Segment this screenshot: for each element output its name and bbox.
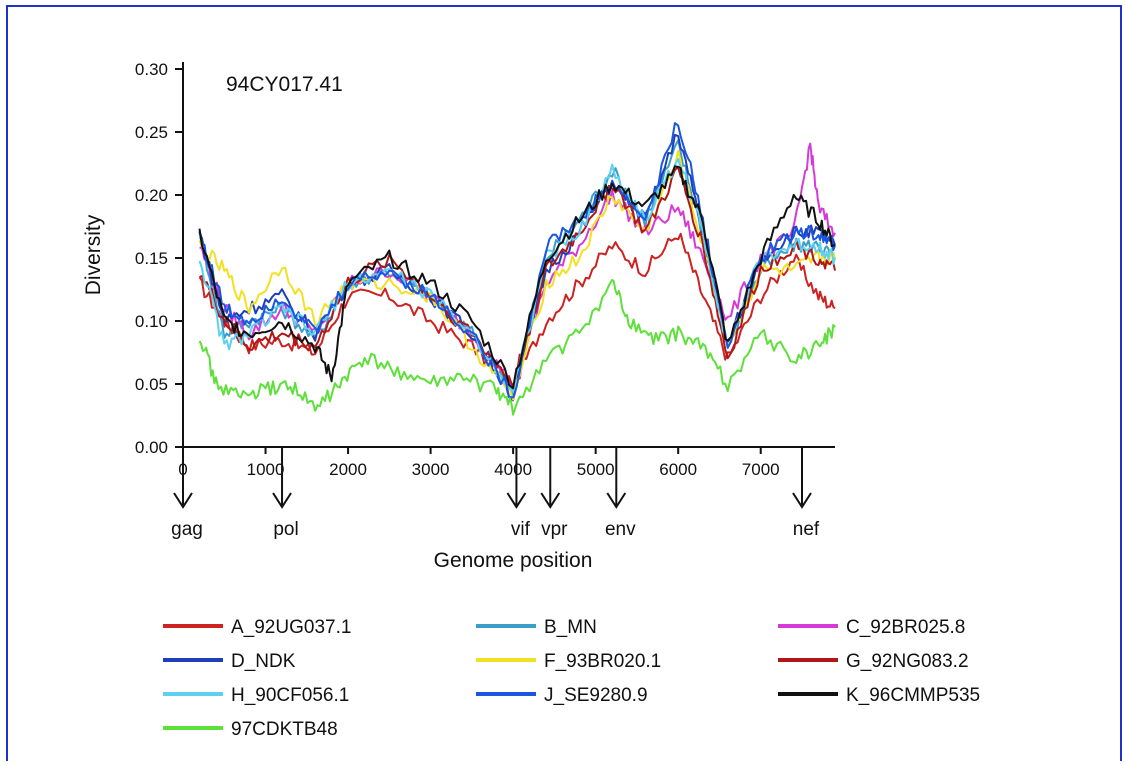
gene-arrow-icon <box>272 492 292 509</box>
gene-label: nef <box>793 519 820 540</box>
gene-label: vif <box>511 519 531 540</box>
legend-item: 97CDKTB48 <box>163 719 338 740</box>
series-line-k_96cmmp535 <box>198 165 835 390</box>
gene-marker-env: env <box>605 447 636 540</box>
series-line-h_90cf056.1 <box>198 158 836 393</box>
figure-frame: 0.000.050.100.150.200.250.30 01000200030… <box>6 5 1122 761</box>
legend-label: F_93BR020.1 <box>544 651 661 672</box>
legend-label: A_92UG037.1 <box>231 617 351 638</box>
diversity-line-chart: 0.000.050.100.150.200.250.30 01000200030… <box>82 60 980 740</box>
series-line-d_ndk <box>198 133 836 402</box>
series-line-j_se9280.9 <box>198 122 836 399</box>
sample-annotation: 94CY017.41 <box>226 73 343 96</box>
gene-arrow-icon <box>792 492 812 509</box>
y-tick-label: 0.20 <box>135 186 168 205</box>
series-line-c_92br025.8 <box>199 142 836 390</box>
gene-label: pol <box>273 519 298 540</box>
y-axis-title: Diversity <box>82 214 105 295</box>
y-tick-label: 0.00 <box>135 438 168 457</box>
series-line-f_93br020.1 <box>198 149 836 401</box>
x-tick-label: 2000 <box>329 460 367 479</box>
series-lines <box>198 122 836 416</box>
legend-label: K_96CMMP535 <box>846 685 980 706</box>
legend-label: 97CDKTB48 <box>231 719 338 740</box>
y-tick-label: 0.30 <box>135 60 168 79</box>
legend-item: A_92UG037.1 <box>163 617 351 638</box>
gene-marker-pol: pol <box>272 447 299 540</box>
legend-item: F_93BR020.1 <box>476 651 661 672</box>
legend-item: C_92BR025.8 <box>778 617 965 638</box>
gene-arrow-icon <box>540 492 561 509</box>
x-axis-title: Genome position <box>434 549 593 572</box>
legend-label: D_NDK <box>231 651 296 672</box>
legend-item: H_90CF056.1 <box>163 685 349 706</box>
gene-marker-gag: gag <box>171 447 203 540</box>
gene-arrow-icon <box>173 492 193 509</box>
legend-item: B_MN <box>476 617 597 638</box>
x-tick-label: 6000 <box>659 460 697 479</box>
legend-label: J_SE9280.9 <box>544 685 648 706</box>
legend-item: K_96CMMP535 <box>778 685 980 706</box>
x-tick-label: 3000 <box>412 460 450 479</box>
gene-label: env <box>605 519 636 540</box>
y-tick-label: 0.25 <box>135 123 168 142</box>
series-line-a_92ug037.1 <box>198 232 836 391</box>
legend-label: H_90CF056.1 <box>231 685 349 706</box>
legend-label: B_MN <box>544 617 597 638</box>
y-tick-label: 0.10 <box>135 312 168 331</box>
x-tick-label: 5000 <box>577 460 615 479</box>
gene-marker-vpr: vpr <box>540 447 568 540</box>
axes <box>182 62 835 448</box>
gene-markers: gag pol vif vpr env nef <box>171 447 820 540</box>
y-tick-label: 0.15 <box>135 249 168 268</box>
gene-marker-nef: nef <box>792 447 820 540</box>
gene-marker-vif: vif <box>506 447 531 540</box>
series-line-g_92ng083.2 <box>199 166 836 388</box>
legend-label: C_92BR025.8 <box>846 617 965 638</box>
x-tick-label: 1000 <box>247 460 285 479</box>
gene-label: gag <box>171 519 203 540</box>
gene-arrow-icon <box>506 492 527 509</box>
legend-item: G_92NG083.2 <box>778 651 969 672</box>
legend: A_92UG037.1 B_MN C_92BR025.8 D_NDK F_93BR020… <box>163 617 980 740</box>
series-line-97cdktb48 <box>198 278 836 416</box>
series-line-b_mn <box>199 139 836 397</box>
y-ticks: 0.00 0.05 0.10 0.15 0.20 0.25 0.30 <box>135 60 183 457</box>
x-tick-label: 7000 <box>742 460 780 479</box>
legend-item: J_SE9280.9 <box>476 685 648 706</box>
legend-item: D_NDK <box>163 651 296 672</box>
x-tick-label: 4000 <box>494 460 532 479</box>
gene-label: vpr <box>541 519 568 540</box>
legend-label: G_92NG083.2 <box>846 651 969 672</box>
gene-arrow-icon <box>606 492 627 509</box>
y-tick-label: 0.05 <box>135 375 168 394</box>
